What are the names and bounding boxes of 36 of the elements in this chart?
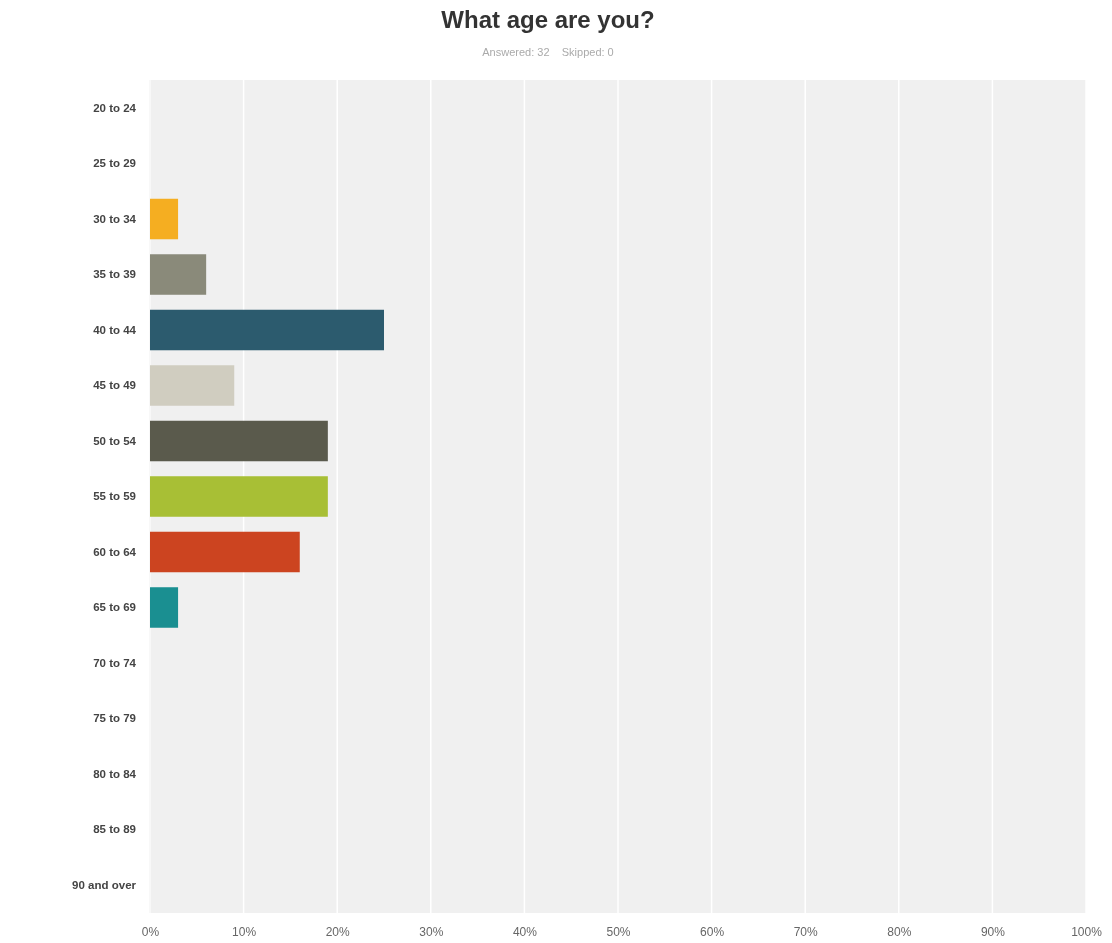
x-tick-label: 90% — [980, 924, 1006, 939]
y-tick-label: 60 to 64 — [93, 545, 137, 558]
x-tick-label: 20% — [325, 924, 351, 939]
x-tick-label: 80% — [887, 924, 912, 939]
bar — [150, 198, 179, 240]
x-tick-label: 100% — [1071, 924, 1103, 939]
chart-subtitle: Answered: 32 Skipped: 0 — [482, 46, 614, 58]
bar — [150, 476, 328, 517]
x-tick-label: 40% — [512, 924, 538, 939]
bar — [150, 587, 179, 628]
chart-title: What age are you? — [441, 6, 655, 33]
bar — [150, 254, 207, 295]
y-tick-label: 40 to 44 — [93, 323, 137, 336]
y-tick-label: 35 to 39 — [93, 268, 136, 281]
y-tick-label: 45 to 49 — [93, 379, 136, 392]
bar — [150, 531, 300, 573]
x-tick-label: 60% — [700, 924, 725, 939]
y-tick-label: 70 to 74 — [93, 656, 137, 669]
x-tick-label: 50% — [606, 924, 631, 939]
x-tick-label: 10% — [232, 924, 257, 939]
bar — [150, 365, 235, 406]
y-tick-label: 55 to 59 — [93, 490, 136, 503]
y-tick-label: 75 to 79 — [93, 712, 136, 725]
bar — [150, 309, 384, 351]
y-tick-label: 30 to 34 — [93, 212, 137, 225]
x-tick-label: 70% — [793, 924, 819, 939]
bar — [150, 420, 328, 462]
y-tick-label: 25 to 29 — [93, 157, 136, 170]
x-tick-label: 0% — [141, 924, 160, 939]
x-tick-label: 30% — [419, 924, 444, 939]
y-tick-label: 65 to 69 — [93, 601, 136, 614]
y-tick-label: 80 to 84 — [93, 767, 137, 780]
y-tick-label: 85 to 89 — [93, 823, 136, 836]
y-tick-label: 20 to 24 — [93, 101, 137, 114]
y-tick-label: 50 to 54 — [93, 434, 137, 447]
y-tick-label: 90 and over — [72, 878, 137, 891]
